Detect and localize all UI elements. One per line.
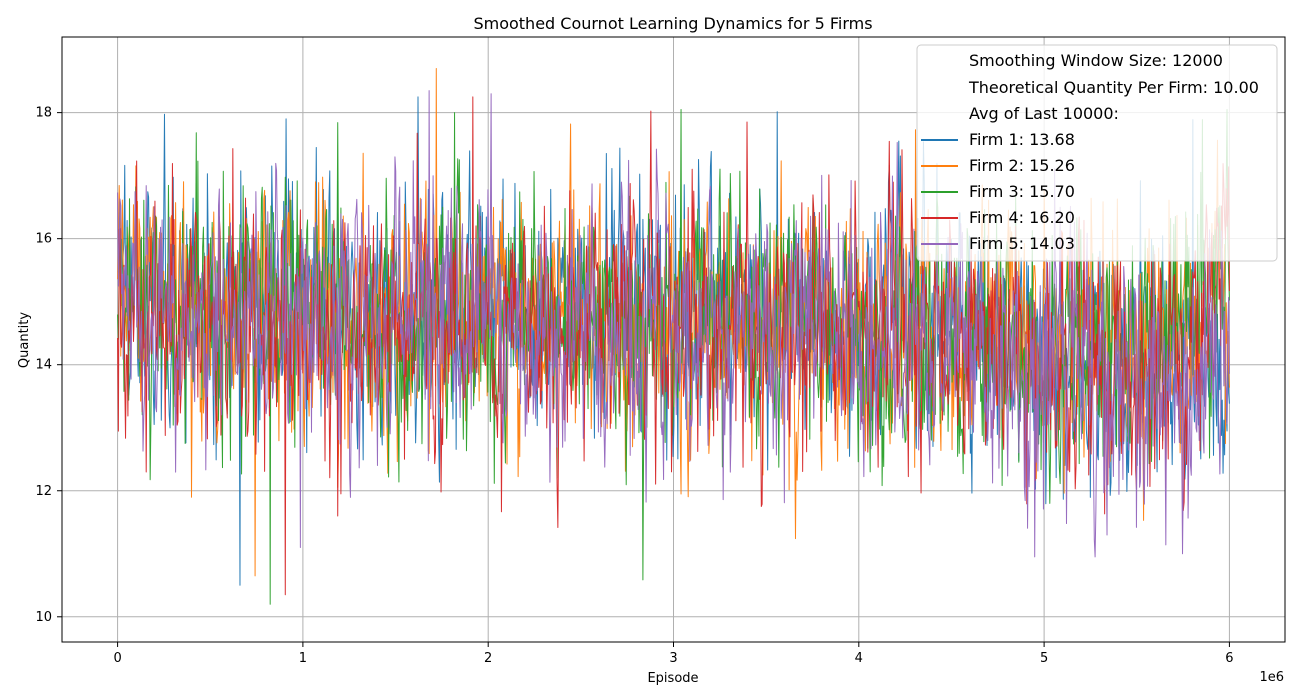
x-tick-label: 5 [1040,651,1048,666]
legend-label-firm-4: Firm 4: 16.20 [969,208,1075,227]
y-tick-label: 10 [35,610,52,625]
legend-box [916,44,1278,262]
x-tick-label: 3 [669,651,677,666]
legend-label-firm-5: Firm 5: 14.03 [969,234,1075,253]
x-tick-label: 0 [113,651,121,666]
x-axis-label: Episode [647,671,698,686]
y-tick-label: 14 [35,358,52,373]
y-axis-ticks: 10 12 14 16 18 [35,106,62,625]
legend-header-window: Smoothing Window Size: 12000 [969,51,1223,70]
legend-label-firm-1: Firm 1: 13.68 [969,130,1075,149]
x-tick-label: 6 [1225,651,1233,666]
x-axis-ticks: 0 1 2 3 4 5 6 [113,642,1234,666]
legend-header-avg: Avg of Last 10000: [969,104,1119,123]
x-axis-offset-label: 1e6 [1259,670,1284,685]
series-line-firm-5 [117,90,1230,558]
y-tick-label: 16 [35,232,52,247]
legend-header-theory: Theoretical Quantity Per Firm: 10.00 [968,78,1259,97]
x-tick-label: 4 [855,651,863,666]
x-tick-label: 1 [299,651,307,666]
y-tick-label: 18 [35,106,52,121]
y-axis-label: Quantity [17,312,32,368]
legend-label-firm-2: Firm 2: 15.26 [969,156,1075,175]
legend-label-firm-3: Firm 3: 15.70 [969,182,1075,201]
chart-title: Smoothed Cournot Learning Dynamics for 5… [473,14,872,33]
y-tick-label: 12 [35,484,52,499]
x-tick-label: 2 [484,651,492,666]
legend: Smoothing Window Size: 12000 Theoretical… [916,44,1278,262]
